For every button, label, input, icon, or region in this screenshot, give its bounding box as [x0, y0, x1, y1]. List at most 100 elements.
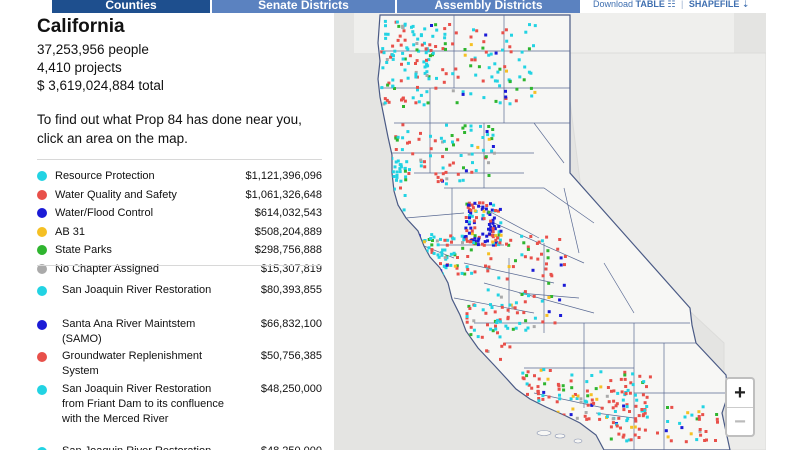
project-point: [537, 377, 541, 381]
zoom-in-button[interactable]: +: [734, 382, 746, 404]
project-point: [469, 361, 473, 365]
project-point: [463, 124, 467, 128]
project-point: [528, 23, 531, 27]
project-point: [454, 31, 458, 35]
project-point: [703, 439, 707, 442]
project-point: [497, 224, 501, 228]
project-point: [414, 75, 418, 79]
project-point: [558, 393, 561, 397]
project-point: [517, 58, 521, 62]
project-point: [399, 179, 403, 183]
project-point: [485, 234, 489, 238]
project-point: [425, 62, 429, 66]
project-point: [384, 36, 388, 40]
project-point: [714, 439, 717, 442]
project-point: [469, 349, 473, 353]
project-point: [529, 86, 533, 90]
project-point: [526, 392, 529, 396]
project-point: [508, 102, 512, 106]
project-point: [444, 170, 448, 174]
project-point: [450, 134, 454, 137]
project-point: [469, 333, 473, 337]
legend-item[interactable]: State Parks $298,756,888: [37, 243, 322, 257]
project-point: [493, 227, 497, 231]
legend-item[interactable]: AB 31 $508,204,889: [37, 225, 322, 239]
county-boundary: [453, 297, 535, 314]
project-point: [396, 159, 400, 163]
project-point: [544, 267, 548, 271]
project-point: [412, 33, 416, 37]
legend-amount: $15,307,819: [260, 263, 322, 275]
project-point: [545, 262, 548, 266]
project-point: [481, 205, 485, 209]
project-point: [452, 237, 456, 241]
project-point: [445, 256, 449, 260]
project-point: [461, 246, 465, 250]
project-point: [486, 133, 490, 137]
tab-senate-districts[interactable]: Senate Districts: [212, 0, 395, 13]
tab-assembly-districts[interactable]: Assembly Districts: [397, 0, 580, 13]
project-point: [465, 229, 469, 233]
project-point: [401, 225, 405, 229]
project-point: [419, 131, 422, 135]
legend-item[interactable]: Water Quality and Safety $1,061,326,648: [37, 188, 322, 202]
project-point: [427, 246, 431, 250]
project-point: [482, 40, 486, 44]
project-point: [473, 209, 477, 213]
project-point: [520, 407, 524, 411]
legend-item[interactable]: Water/Flood Control $614,032,543: [37, 206, 322, 220]
project-point: [529, 235, 533, 238]
map[interactable]: + −: [334, 13, 766, 450]
region-title: California: [37, 16, 125, 37]
legend-label: State Parks: [55, 244, 112, 257]
tab-counties[interactable]: Counties: [52, 0, 210, 13]
project-point: [472, 328, 476, 332]
project-point: [407, 172, 411, 175]
zoom-out-button[interactable]: −: [734, 411, 746, 433]
legend-color-dot: [37, 264, 47, 274]
california-map[interactable]: [334, 13, 766, 450]
project-point: [518, 321, 522, 325]
project-point: [385, 164, 389, 168]
project-point: [391, 170, 395, 174]
project-point: [505, 277, 509, 281]
project-point: [503, 342, 506, 346]
project-point: [501, 31, 505, 35]
project-point: [546, 249, 550, 253]
project-amount: $80,393,855: [260, 284, 322, 296]
project-point: [589, 393, 593, 397]
project-point: [419, 158, 423, 162]
project-point: [397, 216, 401, 220]
page-margin: [766, 13, 800, 450]
project-point: [541, 394, 545, 398]
project-point: [490, 208, 494, 212]
project-point: [643, 428, 647, 432]
project-point: [391, 84, 395, 88]
project-point: [402, 29, 406, 33]
project-point: [533, 24, 537, 28]
project-point: [398, 34, 402, 38]
project-point: [464, 169, 468, 173]
download-table-link[interactable]: TABLE: [635, 0, 665, 9]
project-point: [469, 128, 473, 132]
legend-item[interactable]: No Chapter Assigned $15,307,819: [37, 262, 322, 276]
project-point: [467, 222, 471, 226]
project-point: [609, 425, 613, 429]
project-point: [492, 203, 496, 207]
download-shapefile-link[interactable]: SHAPEFILE: [688, 0, 740, 9]
legend-item[interactable]: Resource Protection $1,121,396,096: [37, 169, 322, 183]
project-point: [444, 266, 448, 270]
download-links: Download TABLE ☷ | SHAPEFILE ⇣: [593, 0, 749, 12]
project-point: [613, 410, 617, 413]
project-point: [403, 23, 407, 27]
project-point: [715, 417, 719, 421]
project-point: [403, 169, 407, 173]
project-point: [439, 237, 442, 241]
project-point: [699, 433, 703, 437]
project-point: [460, 346, 464, 350]
project-point: [607, 400, 611, 404]
project-point: [522, 78, 526, 82]
project-point: [429, 237, 433, 240]
project-point: [491, 329, 495, 333]
project-point: [540, 299, 544, 303]
